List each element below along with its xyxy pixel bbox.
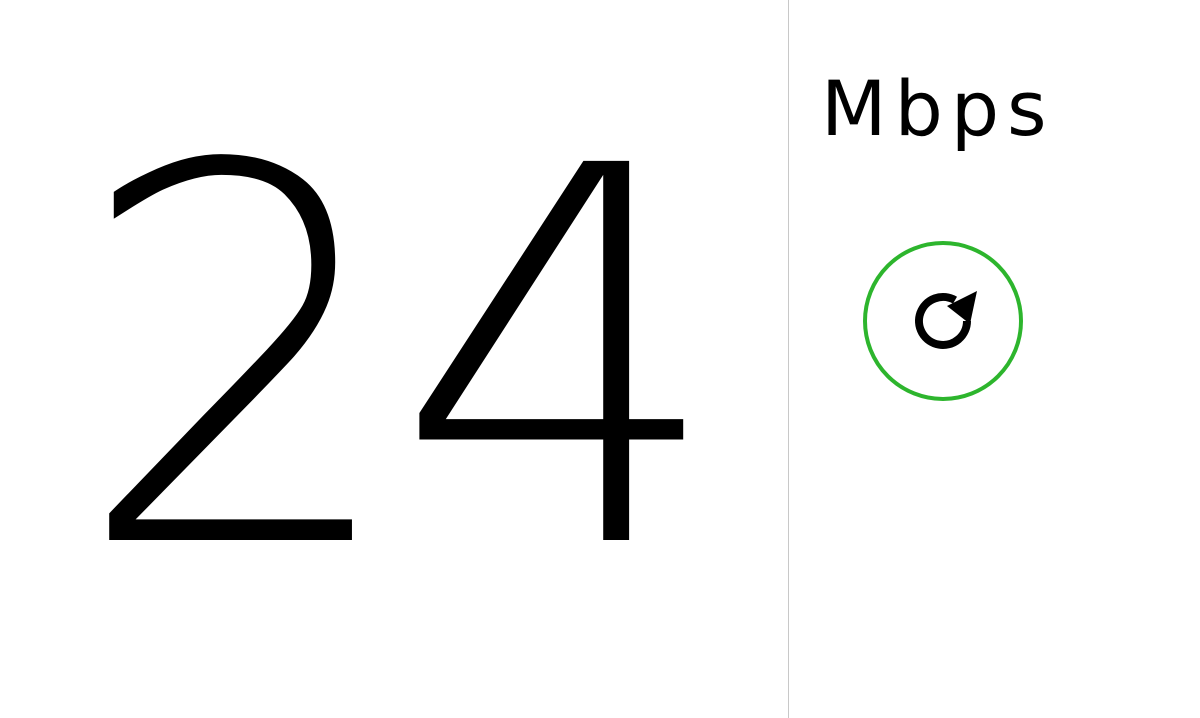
speed-panel: 24	[73, 57, 725, 663]
side-panel: Mbps	[789, 0, 1200, 718]
refresh-icon	[897, 275, 989, 367]
refresh-button[interactable]	[863, 241, 1023, 401]
unit-label: Mbps	[821, 64, 1055, 153]
speed-value: 24	[73, 57, 725, 663]
divider	[788, 0, 789, 718]
